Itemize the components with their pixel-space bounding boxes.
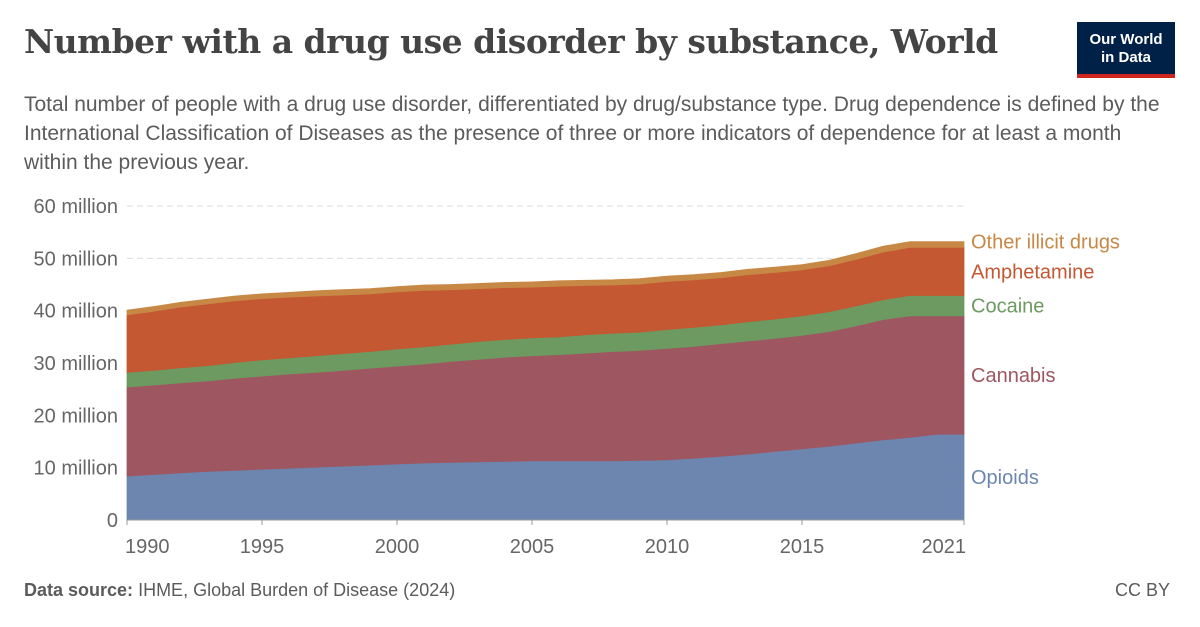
x-tick-label: 1995: [240, 536, 285, 558]
owid-logo[interactable]: Our World in Data: [1077, 22, 1175, 78]
license-link[interactable]: CC BY: [1114, 580, 1170, 600]
series-label-amphetamine: Amphetamine: [971, 261, 1094, 283]
y-tick-label: 0: [107, 510, 118, 532]
y-tick-label: 60 million: [34, 196, 118, 218]
x-tick-label: 2000: [375, 536, 420, 558]
data-source-label: Data source:: [24, 580, 134, 600]
series-label-cannabis: Cannabis: [971, 365, 1056, 387]
area-series: [126, 241, 965, 521]
logo-line-1: Our World: [1089, 31, 1163, 48]
x-tick-label: 2021: [922, 536, 967, 558]
series-label-other-illicit-drugs: Other illicit drugs: [971, 231, 1120, 253]
chart-subtitle: Total number of people with a drug use d…: [24, 93, 1160, 174]
series-labels: Opioids Cannabis Cocaine Amphetamine Other i…: [971, 231, 1120, 489]
y-tick-label: 10 million: [34, 458, 118, 480]
stacked-area-chart: 0 10 million 20 million 30 million 40 millio…: [34, 196, 1120, 558]
x-tick-label: 2005: [510, 536, 555, 558]
x-tick-label: 2015: [780, 536, 825, 558]
axes: 0 10 million 20 million 30 million 40 millio…: [34, 196, 966, 558]
data-source-text[interactable]: IHME, Global Burden of Disease (2024): [138, 580, 456, 600]
y-tick-label: 40 million: [34, 301, 118, 323]
data-source: Data source: IHME, Global Burden of Dise…: [24, 580, 455, 601]
y-tick-label: 30 million: [34, 353, 118, 375]
series-label-opioids: Opioids: [971, 467, 1039, 489]
chart-title: Number with a drug use disorder by subst…: [24, 22, 998, 61]
series-label-cocaine: Cocaine: [971, 296, 1044, 318]
area-other-illicit-drugs: [126, 241, 965, 316]
x-tick-label: 2010: [645, 536, 690, 558]
logo-line-2: in Data: [1100, 49, 1151, 66]
y-tick-label: 20 million: [34, 405, 118, 427]
y-tick-label: 50 million: [34, 248, 118, 270]
x-tick-label: 1990: [125, 536, 170, 558]
